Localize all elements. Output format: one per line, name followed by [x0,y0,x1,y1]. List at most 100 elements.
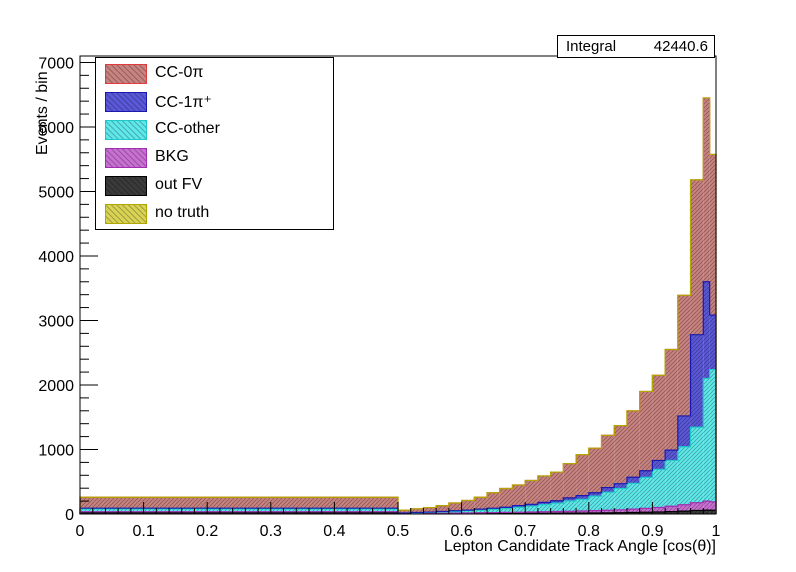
bar-hatch [626,483,640,510]
bar-hatch [709,501,716,511]
legend-swatch-ccother [105,120,147,140]
bar-hatch [550,472,564,501]
legend-label-cc0pi: CC-0π [155,64,204,81]
bar-hatch [525,504,538,507]
y-axis-title: Events / bin [34,71,51,155]
bar-hatch [448,511,462,514]
bar-hatch [665,349,678,451]
x-tick-label: 0 [76,523,85,540]
bar-hatch [588,448,602,493]
y-tick-label: 6000 [38,120,74,137]
bar-hatch [626,512,640,514]
bar-hatch [690,510,704,514]
bar-hatch [639,477,653,509]
bar-hatch [588,510,602,513]
bar-hatch [639,470,653,478]
bar-hatch [537,475,551,503]
legend-swatch-cc1pi [105,92,147,112]
bar-hatch [436,505,449,512]
bar-hatch [703,281,710,379]
stats-box: Integral 42440.6 [557,35,715,58]
bar-hatch [677,415,691,447]
bar-hatch [690,179,704,335]
bar-hatch [614,425,627,484]
bar-hatch [639,512,653,514]
bar-hatch [537,511,551,514]
y-tick-label: 0 [65,507,74,524]
legend: CC-0π CC-1π⁺ CC-other BKG out FV no trut… [95,57,334,230]
bar-hatch [665,450,678,461]
legend-swatch-cc0pi [105,64,147,84]
bar-hatch [563,497,577,501]
bar-hatch [626,509,640,513]
y-tick-label: 5000 [38,184,74,201]
bar-hatch [499,488,513,508]
x-tick-label: 0.9 [641,523,663,540]
bar-hatch [614,488,627,510]
bar-hatch [410,508,424,513]
bar-hatch [576,499,589,511]
legend-entry-notruth: no truth [96,200,333,228]
bar-hatch [474,510,488,513]
bar-hatch [626,410,640,478]
bar-hatch [677,295,691,416]
bar-hatch [512,507,526,513]
legend-swatch-notruth [105,204,147,224]
bar-hatch [703,501,710,511]
bar-hatch [652,511,666,514]
bar-hatch [537,502,551,505]
bar-hatch [677,446,691,505]
bar-hatch [80,508,398,512]
bar-hatch [614,509,627,513]
bar-hatch [537,504,551,512]
bar-hatch [448,503,462,511]
y-tick-label: 3000 [38,313,74,330]
y-tick-label: 4000 [38,249,74,266]
legend-swatch-bkg [105,148,147,168]
x-tick-label: 0.4 [323,523,345,540]
bar-hatch [601,510,615,513]
bar-hatch [601,492,615,511]
x-tick-label: 0.6 [450,523,472,540]
bar-hatch [652,507,666,512]
x-tick-label: 1 [712,523,721,540]
series-outline-bkg [79,500,717,515]
x-axis-title: Lepton Candidate Track Angle [cos(θ)] [443,538,716,555]
bar-hatch [639,508,653,513]
bar-hatch [601,435,615,488]
bar-hatch [601,487,615,493]
bar-hatch [703,510,710,514]
bar-hatch [512,484,526,506]
bar-hatch [512,505,526,508]
legend-label-cc1pi: CC-1π⁺ [155,94,212,111]
bar-hatch [525,506,538,513]
bar-hatch [614,483,627,489]
bar-hatch [709,315,716,370]
bar-hatch [512,512,526,514]
bar-hatch [709,510,716,514]
x-tick-label: 0.5 [387,523,409,540]
bar-hatch [436,511,449,514]
legend-label-notruth: no truth [155,204,210,221]
legend-entry-cc0pi: CC-0π [96,60,333,88]
bar-hatch [677,504,691,512]
y-tick-label: 1000 [38,442,74,459]
x-tick-label: 0.2 [196,523,218,540]
bar-hatch [639,391,653,471]
bar-hatch [499,507,513,509]
bar-hatch [563,511,577,514]
y-tick-label: 2000 [38,378,74,395]
bar-hatch [550,503,564,512]
bar-hatch [461,510,475,513]
x-tick-label: 0.1 [132,523,154,540]
bar-hatch [80,512,398,514]
bar-hatch [703,97,710,282]
bar-hatch [709,154,716,316]
legend-label-bkg: BKG [155,148,189,165]
bar-hatch [665,460,678,507]
bar-hatch [576,510,589,514]
bar-hatch [474,497,488,510]
legend-swatch-outfv [105,176,147,196]
bar-hatch [550,500,564,504]
